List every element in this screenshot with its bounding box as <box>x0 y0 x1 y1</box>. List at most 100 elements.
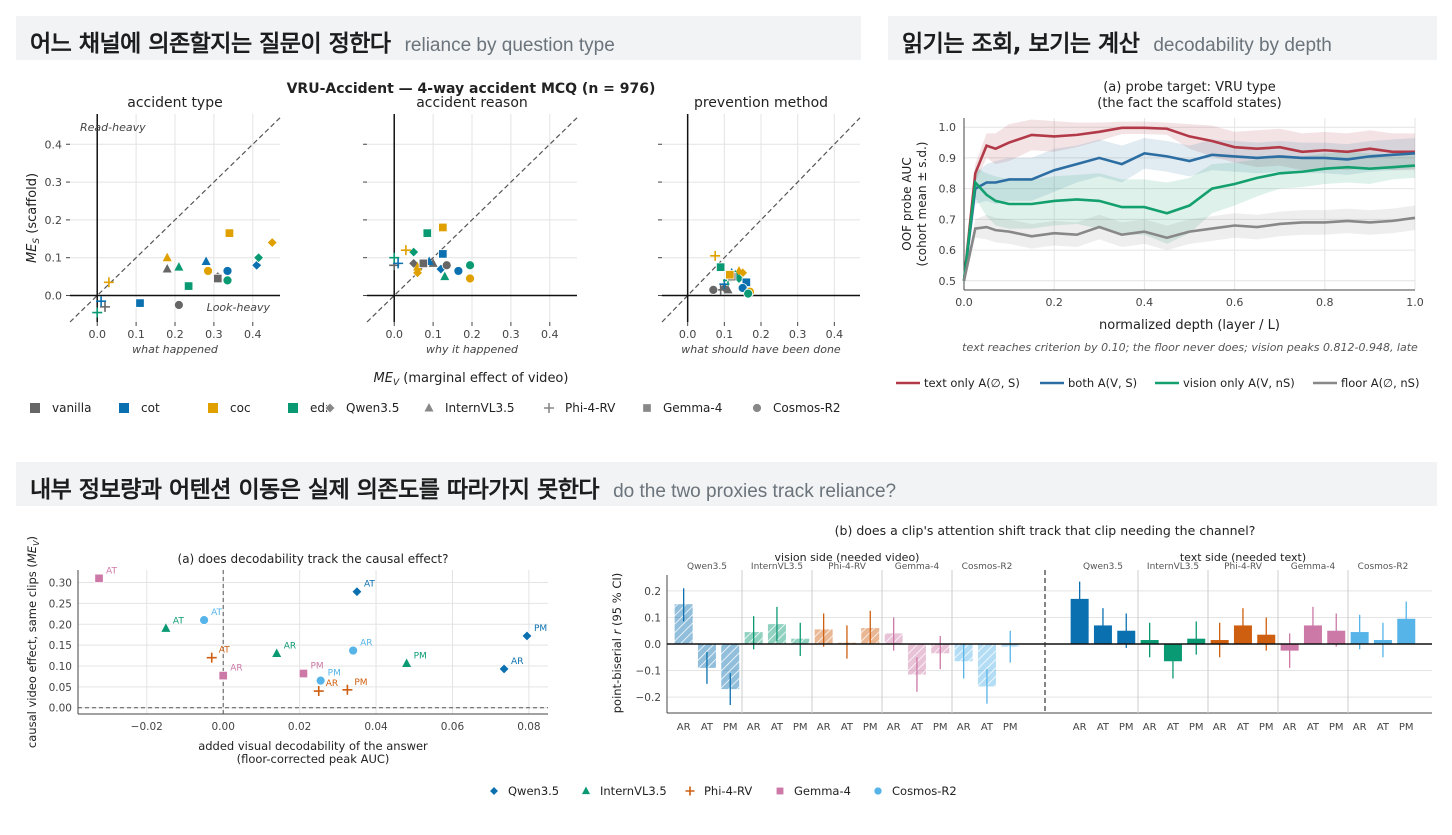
x-tick-label: PM <box>1259 722 1274 733</box>
x-tick-label: PM <box>933 722 948 733</box>
x-tick-label: PM <box>723 722 738 733</box>
point-label: PM <box>310 662 323 672</box>
point-label: AR <box>511 657 523 667</box>
point-Phi-4-RV-PM <box>342 684 353 695</box>
section-title-reliance: 어느 채널에 의존할지는 질문이 정한다 reliance by question… <box>30 24 615 58</box>
y-tick-label: 0.2 <box>644 586 661 598</box>
point-Cosmos-R2-AR <box>348 645 359 656</box>
annotation-look-heavy: Look-heavy <box>207 301 271 314</box>
point-Cosmos-R2-AT <box>199 615 209 625</box>
scatter-panel-2: prevention method 0.0 0.1 0.2 0.3 0.4 what sho… <box>658 95 861 356</box>
x-tick-label: AR <box>1073 722 1087 733</box>
section-subtitle: decodability by depth <box>1153 35 1332 56</box>
point-Phi-4-RV-AR <box>313 686 324 697</box>
plus-mark <box>100 301 110 312</box>
point-Cosmos-R2-edr <box>222 275 233 286</box>
point-Phi-4-RV-vanilla <box>100 301 110 312</box>
point-Phi-4-RV-cot <box>393 258 404 269</box>
plus-mark <box>389 252 400 263</box>
x-tick-label: 0.0 <box>88 328 106 341</box>
tspan: (95 % CI) <box>610 573 624 630</box>
point-InternVL3.5-AT <box>161 623 171 632</box>
x-tick-label: −0.02 <box>131 721 163 733</box>
y-axis-label: point-biserial r (95 % CI) <box>610 573 624 714</box>
section-title-ko: 어느 채널에 의존할지는 질문이 정한다 <box>30 31 391 57</box>
x-tick-label: AR <box>957 722 971 733</box>
point-Phi-4-RV-cot <box>96 296 107 307</box>
y-tick-label: 0.1 <box>45 252 63 265</box>
point-Phi-4-RV-edr <box>92 307 103 318</box>
panel-sublabel: what should have been done <box>681 343 841 356</box>
point-Gemma-4-AT <box>94 573 104 583</box>
x-tick-label: 0.1 <box>424 328 442 341</box>
point-Gemma-4-edr <box>422 228 432 238</box>
plus-mark <box>96 296 107 307</box>
point-label: AR <box>230 664 242 674</box>
section-title-ko: 내부 정보량과 어텐션 이동은 실제 의존도를 따라가지 못한다 <box>30 477 600 503</box>
point-label: AT <box>364 580 375 590</box>
x-tick-label: 0.3 <box>502 328 520 341</box>
chart-title: (a) probe target: VRU type <box>1103 80 1276 95</box>
point-Phi-4-RV-edr <box>389 252 400 263</box>
point-label: PM <box>534 624 547 634</box>
plus-mark <box>103 277 114 288</box>
point-Qwen3.5-vanilla <box>408 257 420 269</box>
band-floor <box>964 205 1415 284</box>
panel-title: accident type <box>127 95 222 111</box>
point-Cosmos-R2-cot <box>453 266 464 276</box>
tspan-sub: V <box>393 378 400 388</box>
tspan: (scaffold) <box>25 173 40 238</box>
y-tick-label: 0.7 <box>939 213 957 226</box>
point-label: AT <box>106 566 117 576</box>
point-InternVL3.5-coc <box>413 262 423 271</box>
legend-label-model: Gemma-4 <box>663 401 722 415</box>
attention-bar-chart: (b) does a clip's attention shift track … <box>610 523 1432 733</box>
point-Qwen3.5-cot <box>251 259 263 271</box>
legend-swatch-vanilla <box>30 403 40 413</box>
plus-mark <box>206 652 217 663</box>
legend-label-model: Cosmos-R2 <box>773 401 841 415</box>
x-tick-label: 0.8 <box>1316 296 1334 309</box>
chart-suptitle: VRU-Accident — 4-way accident MCQ (n = 9… <box>287 81 656 97</box>
legend-marker-InternVL3.5 <box>581 786 591 795</box>
point-Cosmos-R2-vanilla <box>708 284 719 295</box>
section-title-decodability: 읽기는 조회, 보기는 계산 decodability by depth <box>902 24 1332 58</box>
legend-label-model: Gemma-4 <box>794 784 851 798</box>
point-Gemma-4-PM <box>298 668 309 679</box>
chart-caption: text reaches criterion by 0.10; the floo… <box>962 341 1418 354</box>
x-tick-label: AT <box>911 722 924 733</box>
legend-marker-Cosmos-R2 <box>873 786 883 796</box>
plus-mark <box>544 403 554 413</box>
x-tick-label: PM <box>1003 722 1018 733</box>
legend-marker-Phi-4-RV <box>685 786 695 796</box>
legend-swatch-coc <box>208 403 218 413</box>
x-tick-label: 0.6 <box>1226 296 1244 309</box>
x-tick-label: AR <box>1213 722 1227 733</box>
point-Gemma-4-coc <box>725 270 735 280</box>
point-label: AR <box>360 639 372 649</box>
legend-label-model: Cosmos-R2 <box>892 784 957 798</box>
y-tick-label: 0.0 <box>45 290 63 303</box>
plus-mark <box>92 307 103 318</box>
plus-mark <box>393 258 404 269</box>
section-header-decodability: 읽기는 조회, 보기는 계산 decodability by depth <box>888 16 1437 60</box>
panel-sublabel: why it happened <box>426 343 519 356</box>
y-tick-label: 0.2 <box>45 214 63 227</box>
bar-Cosmos-R2-AT <box>977 644 996 687</box>
point-Gemma-4-edr <box>716 262 726 272</box>
x-tick-label: AT <box>1167 722 1180 733</box>
group-label: Cosmos-R2 <box>1358 562 1409 572</box>
point-Cosmos-R2-coc <box>203 266 213 276</box>
legend-label-model: InternVL3.5 <box>600 784 667 798</box>
x-tick-label: PM <box>1399 722 1414 733</box>
scatter-panel-1: accident reason 0.0 0.1 0.2 0.3 0.4 why it hap… <box>363 95 578 356</box>
y-tick-label: 0.6 <box>939 244 957 257</box>
y-axis-label: OOF probe AUC <box>900 157 914 250</box>
panel-title: prevention method <box>694 95 828 111</box>
point-Cosmos-R2-vanilla <box>173 300 184 310</box>
point-Cosmos-R2-vanilla <box>441 260 452 271</box>
band-both <box>964 137 1415 287</box>
point-InternVL3.5-vanilla <box>723 284 733 294</box>
point-label: AT <box>173 616 184 626</box>
section-header-reliance: 어느 채널에 의존할지는 질문이 정한다 reliance by question… <box>16 16 861 60</box>
